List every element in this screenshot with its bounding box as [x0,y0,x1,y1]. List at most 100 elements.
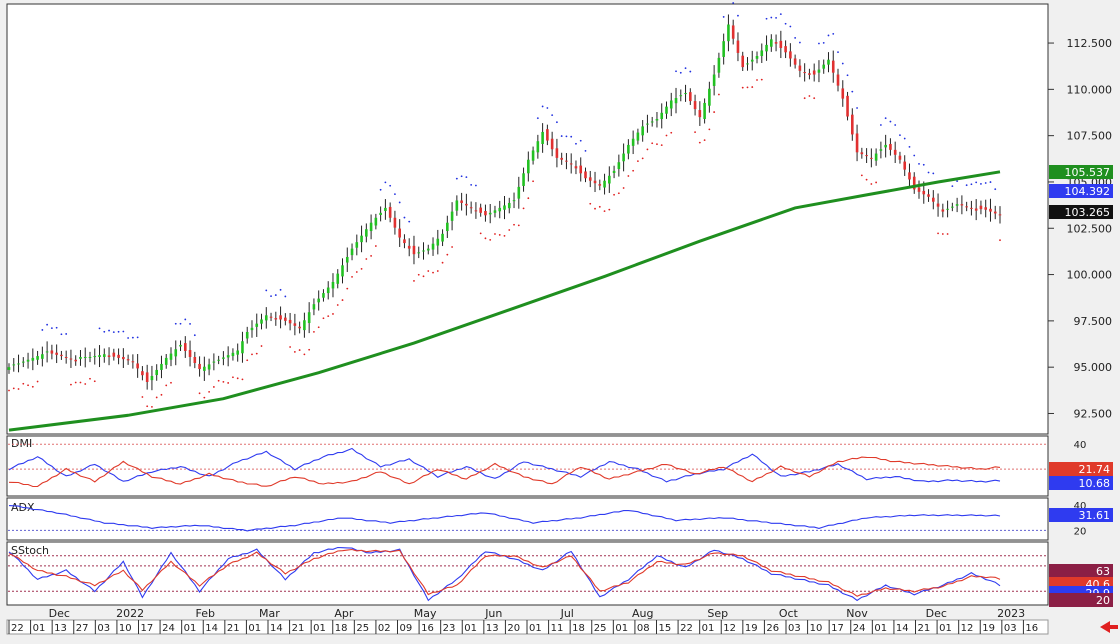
sar-dot [632,169,635,172]
dmi-axis: 40 [1074,440,1087,451]
sar-dot [93,380,96,383]
sar-dot [556,121,558,124]
price-tick-label: 92.500 [1074,407,1113,420]
sar-dot [36,380,39,383]
candle-body [21,361,25,363]
candle-body [741,55,745,68]
sar-dot [517,224,520,227]
month-label: Mar [259,607,280,620]
sar-dot [346,287,349,290]
candle-body [374,217,378,226]
indicator-badge-label: 20 [1096,594,1110,607]
candle-body [550,138,554,150]
sar-dot [575,142,577,145]
sar-dot [398,201,401,204]
candle-body [612,170,616,174]
sar-dot [50,327,53,329]
sar-dot [899,134,901,137]
sar-dot [203,396,206,399]
candle-body [403,239,406,244]
sar-dot [436,270,439,272]
candle-body [922,190,926,195]
candle-body [822,64,826,69]
candle-body [160,363,163,370]
candle-body [946,208,949,210]
sar-dot [679,71,682,74]
sar-dot [927,171,930,174]
day-label: 16 [1025,623,1038,634]
sar-dot [298,349,301,351]
month-label: Feb [196,607,215,620]
sar-dot [741,86,744,89]
candle-body [588,177,592,181]
day-label: 01 [939,623,952,634]
sar-dot [455,177,458,180]
sar-dot [370,255,372,257]
sar-dot [546,107,549,109]
candle-body [817,69,821,73]
candle-body [441,233,444,242]
sar-dot [408,220,411,223]
candle-body [41,354,44,359]
sar-dot [179,322,182,325]
sar-dot [98,327,101,330]
day-label: 03 [1004,623,1017,634]
sar-dot [65,333,68,335]
candle-body [560,157,563,160]
indicator-line [8,548,1001,597]
candle-body [622,153,625,162]
candle-body [465,203,468,206]
candle-body [770,39,773,47]
sar-dot [922,163,925,166]
price-tick-label: 102.500 [1067,222,1113,235]
month-label: 2023 [997,607,1025,620]
candle-body [241,341,244,354]
candle-body [369,222,373,232]
dmi-title: DMI [11,437,32,450]
sar-dot [627,175,630,177]
day-label: 12 [961,623,974,634]
candle-body [145,372,149,382]
candle-body [698,110,702,118]
candle-body [689,92,692,102]
sar-dot [670,131,673,134]
candle-body [712,74,716,86]
candle-body [860,152,864,155]
candle-body [393,217,397,228]
candle-body [384,207,387,211]
candle-body [993,211,997,214]
scroll-left-arrow-icon[interactable] [1100,621,1118,633]
day-label: 01 [702,623,715,634]
candle-body [717,57,721,73]
candle-body [503,205,506,210]
sar-dot [660,144,663,146]
candle-body [298,326,301,329]
sar-dot [641,157,644,160]
candle-body [665,106,668,114]
sar-dot [8,389,10,392]
candle-body [83,356,87,358]
sar-dot [374,245,377,247]
day-label: 20 [507,623,520,634]
sar-dot [918,162,920,165]
indicator-line [8,456,1001,488]
candle-body [608,175,611,184]
sar-dot [484,237,487,240]
sar-dot [389,184,392,187]
price-badge [1049,205,1113,219]
sar-dot [141,396,144,398]
candle-body [569,163,573,165]
sar-dot [951,185,954,187]
day-label: 03 [788,623,801,634]
candle-body [660,112,664,119]
sar-dot [17,388,20,390]
month-label: Jun [484,607,502,620]
sar-dot [536,117,539,120]
sar-dot [884,117,887,120]
sar-dot [260,345,263,347]
sar-dot [112,331,115,334]
candle-body [536,141,540,153]
sar-dot [637,160,639,163]
candle-body [912,176,916,190]
sar-dot [222,380,225,383]
